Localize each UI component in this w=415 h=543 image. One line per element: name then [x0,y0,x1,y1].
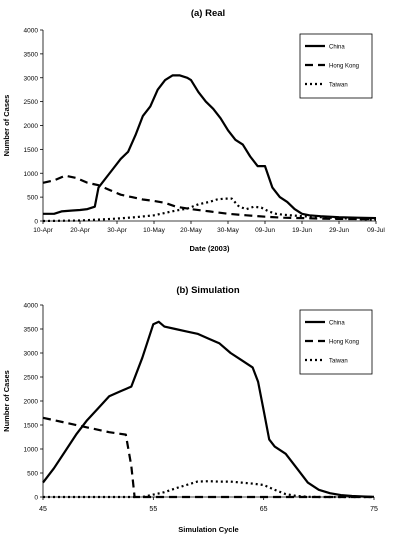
y-tick-label: 1000 [24,171,39,178]
y-tick-label: 1000 [24,447,39,454]
legend-label: China [329,321,345,327]
series-line-hong-kong [42,416,374,499]
y-tick-label: 1500 [24,423,39,430]
y-tick-label: 2000 [24,399,39,406]
y-axis-label: Number of Cases [2,370,11,432]
series-line-taiwan [43,480,374,499]
x-tick-label: 20-Apr [70,227,90,234]
y-tick-label: 500 [27,471,38,478]
legend-label: Hong Kong [329,340,359,346]
series-line-china [42,320,375,498]
x-tick-label: 29-Jun [329,227,349,234]
series-line-hong-kong [42,174,376,221]
y-tick-label: 0 [34,495,38,502]
legend-label: Taiwan [329,359,348,365]
y-tick-label: 500 [27,195,38,202]
chart-title: (b) Simulation [176,285,240,296]
y-tick-label: 3500 [24,51,39,58]
y-tick-label: 3000 [24,75,39,82]
y-tick-label: 3500 [24,327,39,334]
y-tick-label: 4000 [24,303,39,310]
legend-label: China [329,45,345,51]
x-tick-label: 75 [370,506,378,513]
x-tick-label: 09-Jul [367,227,385,234]
series-line-china [43,74,377,220]
x-tick-label: 45 [39,506,47,513]
x-tick-label: 65 [260,506,268,513]
y-tick-label: 3000 [24,351,39,358]
y-tick-label: 0 [34,219,38,226]
x-axis-label: Date (2003) [189,244,230,253]
y-tick-label: 2500 [24,99,39,106]
x-axis-label: Simulation Cycle [178,525,238,534]
legend-label: Hong Kong [329,64,359,70]
x-tick-label: 19-Jun [292,227,312,234]
chart-panel-real: (a) Real 0 500 1000 1500 2000 2500 3000 3500 4000… [2,8,385,253]
y-axis-label: Number of Cases [2,95,11,157]
x-tick-label: 30-May [217,227,239,234]
x-tick-label: 10-May [143,227,165,234]
x-tick-label: 09-Jun [255,227,275,234]
y-tick-label: 1500 [24,147,39,154]
x-tick-label: 10-Apr [33,227,53,234]
legend: China Hong Kong Taiwan [299,309,373,375]
chart-title: (a) Real [191,8,225,19]
y-tick-label: 4000 [24,28,39,35]
chart-panel-simulation: (b) Simulation 0 500 1000 1500 2000 2500 3000 35… [2,285,378,534]
legend: China Hong Kong Taiwan [299,33,373,99]
series-line-taiwan [42,197,377,223]
x-tick-label: 30-Apr [107,227,127,234]
y-tick-label: 2500 [24,375,39,382]
x-tick-label: 20-May [180,227,202,234]
legend-label: Taiwan [329,83,348,89]
y-tick-label: 2000 [24,123,39,130]
x-tick-label: 55 [149,506,157,513]
